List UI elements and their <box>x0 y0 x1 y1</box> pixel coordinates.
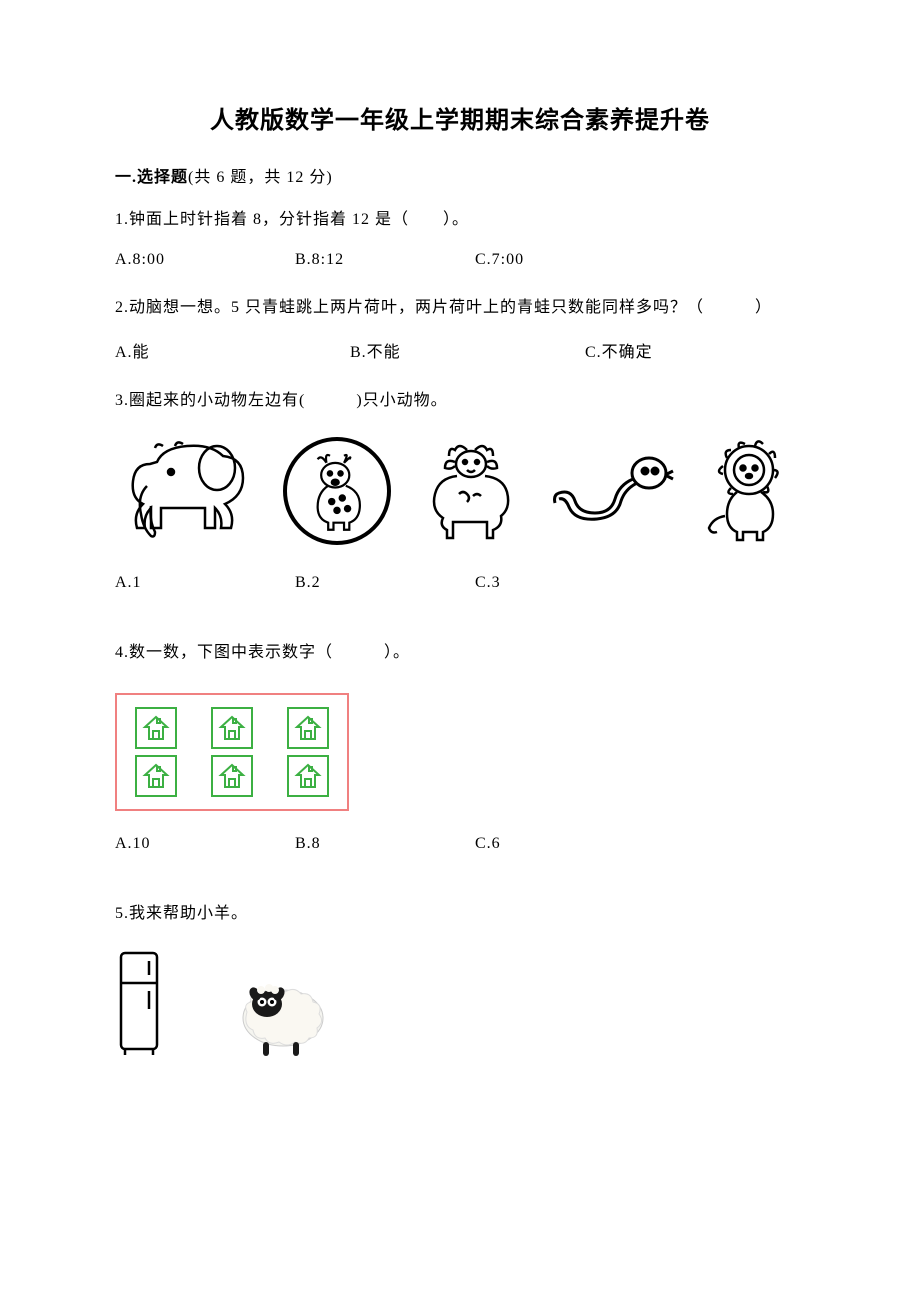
fridge-icon <box>115 949 165 1064</box>
house-icon <box>211 755 253 797</box>
q3-opt-c: C.3 <box>475 574 650 592</box>
q1-options: A.8:00 B.8:12 C.7:00 <box>115 251 805 269</box>
q3-opt-b: B.2 <box>295 574 470 592</box>
section-1-header: 一.选择题(共 6 题，共 12 分) <box>115 163 805 187</box>
page-title: 人教版数学一年级上学期期末综合素养提升卷 <box>115 100 805 135</box>
q4-options: A.10 B.8 C.6 <box>115 835 805 853</box>
q1-opt-c: C.7:00 <box>475 251 650 269</box>
q5-images <box>115 949 805 1064</box>
section-1-label: 一.选择题 <box>115 169 188 186</box>
q1-opt-a: A.8:00 <box>115 251 290 269</box>
q1-text: 1.钟面上时针指着 8，分针指着 12 是（ ）。 <box>115 207 805 233</box>
house-icon <box>135 707 177 749</box>
house-icon <box>211 707 253 749</box>
snake-icon <box>547 451 677 531</box>
house-icon <box>287 707 329 749</box>
q1-opt-b: B.8:12 <box>295 251 470 269</box>
section-1-meta: (共 6 题，共 12 分) <box>188 169 333 186</box>
q2-text: 2.动脑想一想。5 只青蛙跳上两片荷叶，两片荷叶上的青蛙只数能同样多吗？（ ） <box>115 295 805 321</box>
q2-opt-a: A.能 <box>115 338 345 362</box>
q4-row-2 <box>135 755 329 797</box>
house-icon <box>287 755 329 797</box>
q3-options: A.1 B.2 C.3 <box>115 574 805 592</box>
q2-opt-c: C.不确定 <box>585 338 755 362</box>
house-icon <box>135 755 177 797</box>
q3-opt-a: A.1 <box>115 574 290 592</box>
deer-circled-icon <box>283 437 391 545</box>
sheep-icon <box>409 438 529 543</box>
q3-text: 3.圈起来的小动物左边有( )只小动物。 <box>115 388 805 414</box>
q4-opt-b: B.8 <box>295 835 470 853</box>
q4-opt-a: A.10 <box>115 835 290 853</box>
elephant-icon <box>115 436 265 546</box>
lion-icon <box>695 436 795 546</box>
q2-options: A.能 B.不能 C.不确定 <box>115 338 805 362</box>
q4-houses-box <box>115 693 349 811</box>
q3-animals <box>115 436 805 546</box>
q5-text: 5.我来帮助小羊。 <box>115 901 805 927</box>
sheep-cartoon-icon <box>225 964 335 1064</box>
q4-opt-c: C.6 <box>475 835 650 853</box>
q4-text: 4.数一数，下图中表示数字（ ）。 <box>115 640 805 666</box>
q4-row-1 <box>135 707 329 749</box>
q2-opt-b: B.不能 <box>350 338 580 362</box>
